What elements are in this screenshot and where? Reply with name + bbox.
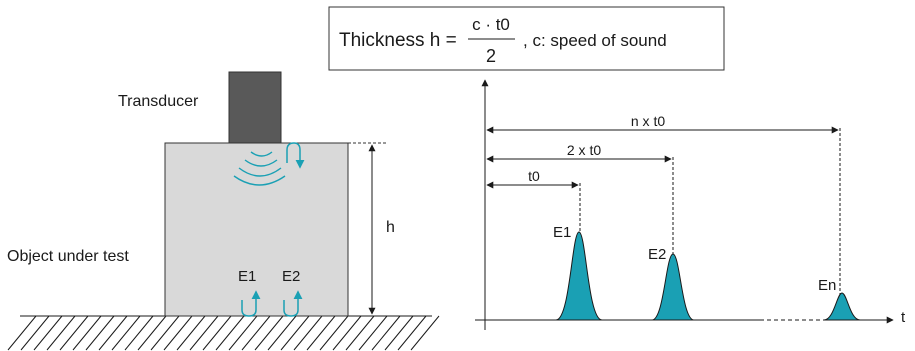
hatch-line (137, 315, 167, 351)
ground-hatch (7, 315, 440, 351)
sound-wave-icon (233, 151, 286, 186)
hatch-line (59, 315, 89, 351)
hatch-line (345, 315, 375, 351)
hatch-line (176, 315, 206, 351)
hatch-line (202, 315, 232, 351)
hatch-line (111, 315, 141, 351)
hatch-line (332, 315, 362, 351)
transducer (228, 71, 282, 144)
formula-numerator: c · t0 (472, 15, 510, 34)
reflection-loop-top (286, 142, 305, 169)
hatch-line (228, 315, 258, 351)
echo-label-e2: E2 (282, 268, 300, 285)
label-t0: t0 (528, 168, 540, 184)
echo-loop-e2 (283, 290, 303, 317)
hatch-line (72, 315, 102, 351)
hatch-line (358, 315, 388, 351)
hatch-line (7, 315, 37, 351)
height-label: h (386, 219, 395, 236)
formula-suffix: , c: speed of sound (523, 31, 667, 50)
formula-denominator: 2 (486, 46, 496, 66)
peak-label-en: En (818, 277, 836, 294)
formula-prefix: Thickness h = (339, 30, 457, 51)
hatch-line (124, 315, 154, 351)
peak-label-e2: E2 (648, 246, 666, 263)
x-axis-label: t (901, 309, 906, 326)
hatch-line (150, 315, 180, 351)
hatch-line (215, 315, 245, 351)
hatch-line (33, 315, 63, 351)
hatch-line (254, 315, 284, 351)
hatch-line (397, 315, 427, 351)
hatch-line (280, 315, 310, 351)
hatch-line (189, 315, 219, 351)
hatch-line (384, 315, 414, 351)
hatch-line (293, 315, 323, 351)
label-n-t0: n x t0 (631, 113, 665, 129)
object-label: Object under test (7, 248, 129, 265)
hatch-line (319, 315, 349, 351)
object-block (164, 142, 349, 317)
peak-label-e1: E1 (553, 224, 571, 241)
hatch-line (20, 315, 50, 351)
peak-en (823, 292, 861, 321)
hatch-line (163, 315, 193, 351)
formula-box (328, 6, 725, 71)
label-2-t0: 2 x t0 (567, 142, 601, 158)
hatch-line (306, 315, 336, 351)
hatch-line (267, 315, 297, 351)
hatch-line (410, 315, 440, 351)
peak-e1 (555, 231, 603, 321)
echo-label-e1: E1 (238, 268, 256, 285)
echo-loop-e1 (241, 290, 261, 317)
hatch-line (46, 315, 76, 351)
transducer-label: Transducer (118, 93, 199, 110)
hatch-line (371, 315, 401, 351)
hatch-line (98, 315, 128, 351)
peak-e2 (651, 253, 695, 321)
hatch-line (241, 315, 271, 351)
hatch-line (85, 315, 115, 351)
